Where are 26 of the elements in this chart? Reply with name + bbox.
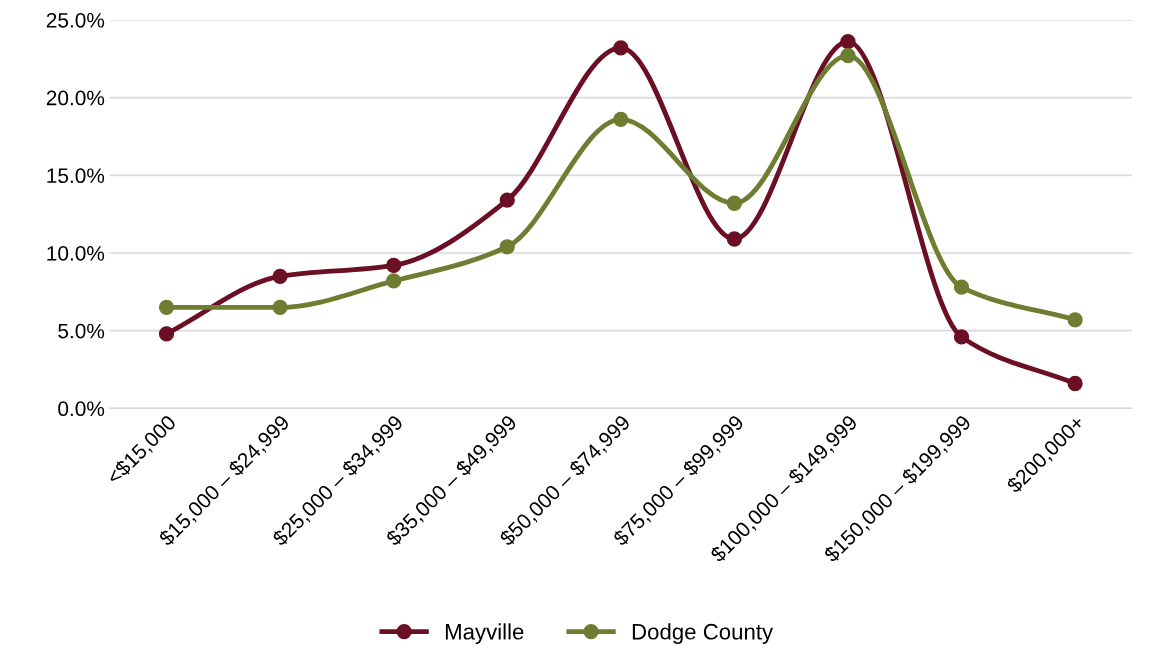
point xyxy=(613,40,629,56)
point xyxy=(613,111,629,128)
point xyxy=(726,231,743,247)
point xyxy=(840,48,856,64)
point xyxy=(726,195,743,211)
y-tick-label: 0.0% xyxy=(58,401,105,417)
point xyxy=(386,257,402,274)
point xyxy=(840,34,856,50)
point xyxy=(272,299,288,316)
legend-label: Dodge County xyxy=(632,623,774,644)
point xyxy=(272,268,288,284)
point xyxy=(1067,312,1083,328)
point xyxy=(499,239,515,255)
point xyxy=(158,326,175,342)
point xyxy=(386,273,402,289)
point xyxy=(953,329,970,345)
y-tick-label: 15.0% xyxy=(47,168,105,184)
point xyxy=(953,279,970,295)
y-tick-label: 5.0% xyxy=(58,323,105,339)
point xyxy=(499,192,515,208)
y-tick-label: 20.0% xyxy=(46,90,105,106)
point xyxy=(1067,375,1083,392)
y-tick-label: 25.0% xyxy=(46,12,105,28)
legend-label: Mayville xyxy=(445,623,524,644)
point xyxy=(158,299,175,316)
y-tick-label: 10.0% xyxy=(47,245,105,261)
